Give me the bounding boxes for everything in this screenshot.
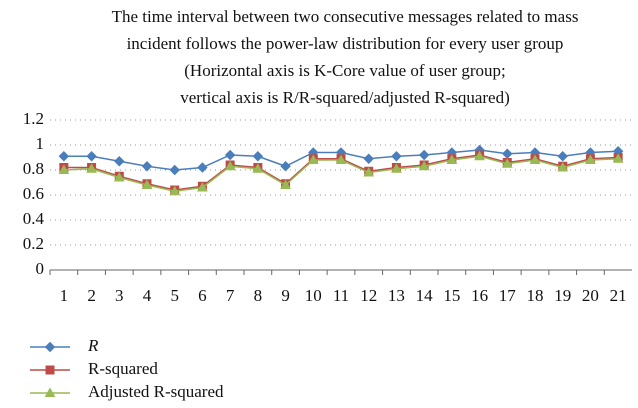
chart-title: The time interval between two consecutiv… xyxy=(112,7,579,26)
chart-title: vertical axis is R/R-squared/adjusted R-… xyxy=(180,88,510,107)
data-point xyxy=(363,153,374,164)
data-point xyxy=(335,154,347,164)
data-point xyxy=(502,148,513,159)
data-point xyxy=(529,154,541,164)
data-point xyxy=(197,162,208,173)
y-tick-label: 0.4 xyxy=(23,209,45,228)
data-point xyxy=(252,151,264,162)
data-point xyxy=(169,185,181,196)
data-point xyxy=(585,154,596,164)
x-tick-label: 9 xyxy=(281,286,290,305)
chart-title: (Horizontal axis is K-Core value of user… xyxy=(184,61,506,80)
data-point xyxy=(418,149,430,161)
y-tick-label: 0.2 xyxy=(23,234,44,253)
data-point xyxy=(224,160,236,171)
data-point xyxy=(58,164,70,174)
x-tick-label: 17 xyxy=(499,286,517,305)
y-tick-label: 0.8 xyxy=(23,159,44,178)
x-tick-label: 15 xyxy=(443,286,460,305)
data-point xyxy=(474,150,485,161)
y-tick-label: 1 xyxy=(36,134,45,153)
data-point xyxy=(557,151,568,162)
y-tick-label: 0.6 xyxy=(23,184,44,203)
data-point xyxy=(391,151,402,162)
y-tick-label: 0 xyxy=(36,259,45,278)
legend-label: R-squared xyxy=(88,359,158,378)
data-point xyxy=(252,163,264,173)
x-tick-label: 8 xyxy=(254,286,263,305)
data-point xyxy=(224,149,236,161)
data-point xyxy=(280,179,291,189)
x-tick-label: 21 xyxy=(610,286,627,305)
data-point xyxy=(141,179,153,189)
x-tick-label: 3 xyxy=(115,286,124,305)
x-tick-label: 20 xyxy=(582,286,599,305)
data-point xyxy=(501,158,513,168)
data-point xyxy=(391,163,402,173)
x-tick-label: 19 xyxy=(554,286,571,305)
x-tick-label: 16 xyxy=(471,286,488,305)
data-point xyxy=(169,164,180,176)
data-point xyxy=(114,156,125,167)
data-point xyxy=(141,161,153,172)
x-tick-label: 14 xyxy=(416,286,434,305)
data-point xyxy=(446,154,458,164)
y-tick-label: 1.2 xyxy=(23,109,44,128)
data-point xyxy=(307,154,319,164)
legend-marker xyxy=(44,341,56,353)
data-point xyxy=(612,153,624,163)
legend-label: Adjusted R-squared xyxy=(88,382,224,401)
data-point xyxy=(418,160,430,171)
data-point xyxy=(197,181,208,192)
x-tick-label: 10 xyxy=(305,286,322,305)
legend-label: R xyxy=(87,336,99,355)
data-point xyxy=(280,161,291,172)
x-tick-label: 6 xyxy=(198,286,207,305)
x-tick-label: 12 xyxy=(360,286,377,305)
x-tick-label: 18 xyxy=(527,286,544,305)
x-tick-label: 1 xyxy=(60,286,69,305)
data-point xyxy=(363,166,375,177)
x-tick-label: 2 xyxy=(87,286,96,305)
x-tick-label: 13 xyxy=(388,286,405,305)
legend-marker xyxy=(45,365,55,375)
x-tick-label: 11 xyxy=(333,286,349,305)
data-point xyxy=(113,171,125,182)
data-point xyxy=(557,161,569,172)
chart-title: incident follows the power-law distribut… xyxy=(127,34,564,53)
data-point xyxy=(86,163,97,173)
x-tick-label: 5 xyxy=(170,286,179,305)
data-point xyxy=(58,151,70,162)
x-tick-label: 7 xyxy=(226,286,235,305)
x-tick-label: 4 xyxy=(143,286,152,305)
data-point xyxy=(86,151,97,162)
legend-marker xyxy=(44,387,56,397)
